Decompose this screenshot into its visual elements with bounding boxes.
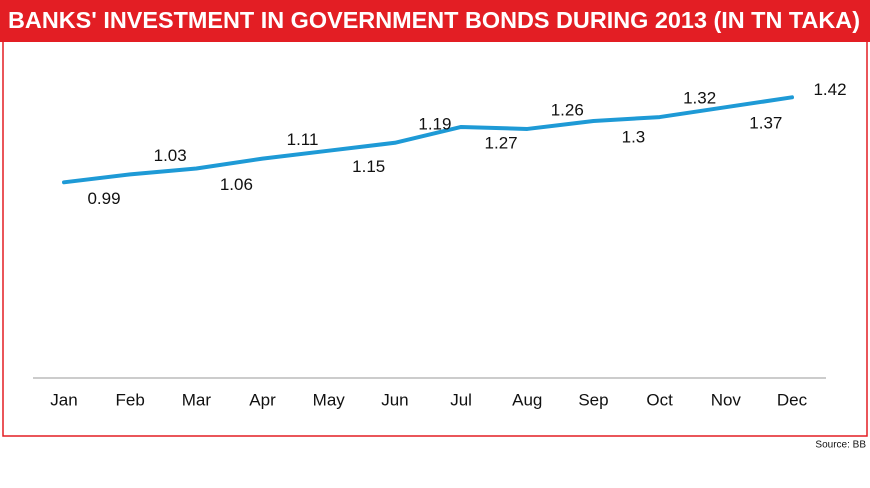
value-label: 1.06: [220, 175, 253, 194]
frame: [2, 42, 868, 437]
x-tick-label: Aug: [512, 390, 542, 409]
value-label: 1.26: [551, 100, 584, 119]
chart-title: BANKS' INVESTMENT IN GOVERNMENT BONDS DU…: [8, 7, 860, 33]
value-label: 1.03: [154, 146, 187, 165]
x-tick-label: Feb: [116, 390, 145, 409]
source: Source: BB: [815, 440, 866, 451]
value-label: 1.37: [749, 114, 782, 133]
x-tick-label: Oct: [646, 390, 673, 409]
value-label: 0.99: [87, 189, 120, 208]
x-tick-label: Apr: [249, 390, 276, 409]
x-tick-label: Sep: [578, 390, 608, 409]
value-label: 1.11: [287, 130, 319, 149]
x-tick-label: Jul: [450, 390, 472, 409]
x-tick-label: Mar: [182, 390, 212, 409]
line: [62, 95, 794, 185]
x-tick-label: Dec: [777, 390, 808, 409]
value-label: 1.42: [813, 80, 846, 99]
x-tick-label: Nov: [711, 390, 742, 409]
value-label: 1.3: [622, 128, 646, 147]
value-label: 1.32: [683, 89, 716, 108]
x-tick-label: May: [313, 390, 346, 409]
value-label: 1.15: [352, 157, 385, 176]
title-bar: [0, 0, 870, 42]
x-tick-label: Jan: [50, 390, 77, 409]
value-label: 1.19: [418, 114, 451, 133]
value-label: 1.27: [485, 133, 518, 152]
x-tick-label: Jun: [381, 390, 408, 409]
